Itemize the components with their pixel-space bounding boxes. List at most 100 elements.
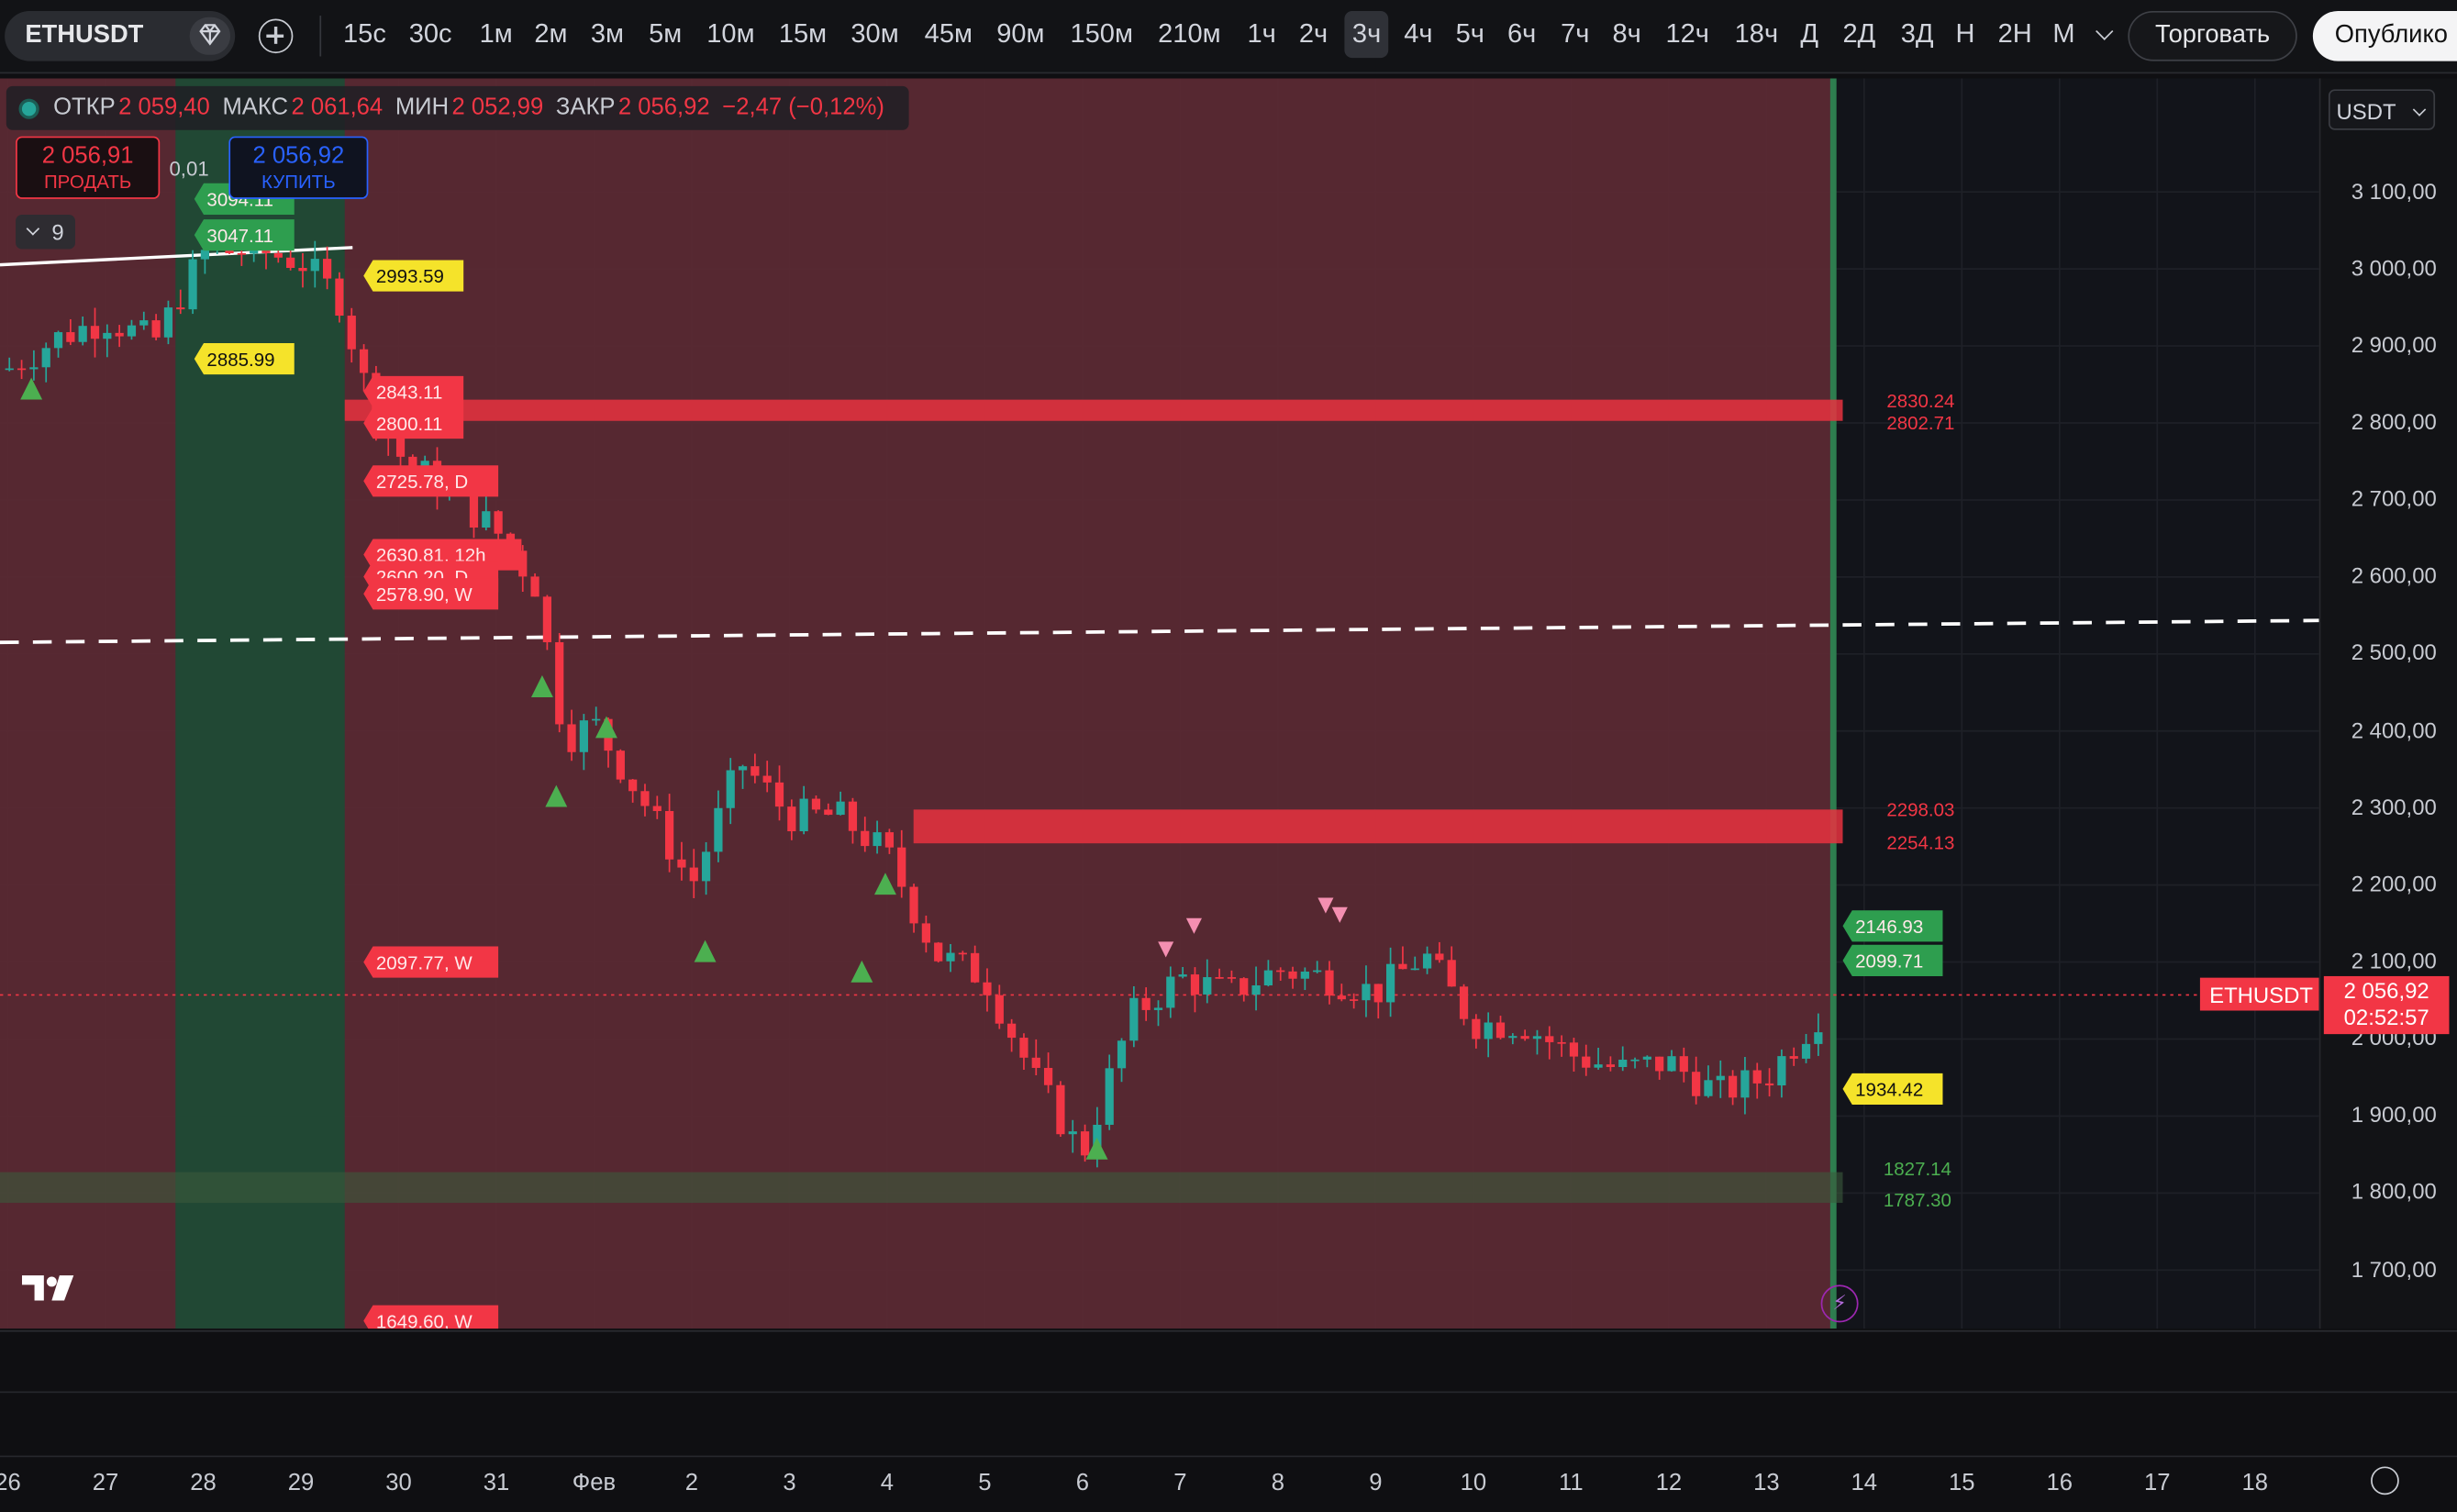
candle-body <box>1240 978 1249 995</box>
sell-signal-icon <box>1158 941 1174 958</box>
candle-body <box>163 307 173 338</box>
price-tag: 2993.59 <box>363 260 464 292</box>
sell-button[interactable]: 2 056,91 ПРОДАТЬ <box>16 136 161 199</box>
candle-body <box>1117 1040 1127 1069</box>
candle-body <box>273 252 283 258</box>
interval-3[interactable]: 2м <box>534 18 568 49</box>
currency-label: USDT <box>2336 98 2396 124</box>
high-label: МАКС <box>222 94 289 121</box>
candle-body <box>738 766 748 771</box>
interval-15[interactable]: 3ч <box>1344 10 1389 59</box>
time-tick: 26 <box>0 1469 21 1496</box>
zone-label: 2830.24 <box>1886 391 1954 412</box>
candle-body <box>408 456 417 466</box>
candle-body <box>811 798 821 810</box>
candle-body <box>665 810 674 860</box>
interval-27[interactable]: 2Н <box>1997 18 2032 49</box>
price-tag-bg <box>1842 944 1943 976</box>
candle-body <box>395 437 406 457</box>
time-tick: 14 <box>1851 1469 1878 1496</box>
price-tick: 1 800,00 <box>2351 1178 2437 1205</box>
countdown-timer: 02:52:57 <box>2343 1004 2429 1030</box>
chevron-down-icon <box>26 222 40 236</box>
candle-body <box>1362 984 1371 1001</box>
publish-button[interactable]: Опублико <box>2312 10 2457 61</box>
price-tick: 2 600,00 <box>2351 562 2437 588</box>
chevron-down-icon <box>2412 103 2427 117</box>
interval-19[interactable]: 7ч <box>1561 18 1590 49</box>
candle-body <box>762 775 772 783</box>
candle-body <box>1630 1059 1640 1062</box>
candle-body <box>934 942 943 962</box>
currency-select[interactable]: USDT <box>2328 89 2436 130</box>
buy-signal-icon <box>850 960 873 983</box>
time-tick: 9 <box>1369 1469 1383 1496</box>
alert-bolt-icon[interactable]: ⚡ <box>1820 1284 1859 1323</box>
interval-26[interactable]: Н <box>1955 18 1975 49</box>
interval-13[interactable]: 1ч <box>1247 18 1276 49</box>
settings-gear-icon[interactable] <box>2371 1466 2399 1495</box>
candle-body <box>1263 970 1273 986</box>
interval-24[interactable]: 2Д <box>1842 18 1876 49</box>
candle-body <box>689 867 698 882</box>
time-tick: 2 <box>684 1469 699 1496</box>
trade-button[interactable]: Торговать <box>2128 10 2297 61</box>
interval-17[interactable]: 5ч <box>1455 18 1484 49</box>
price-tag-label: 1649.60, W <box>376 1311 472 1329</box>
interval-0[interactable]: 15с <box>343 18 386 49</box>
interval-18[interactable]: 6ч <box>1507 18 1537 49</box>
candle-body <box>188 259 197 310</box>
interval-14[interactable]: 2ч <box>1298 18 1329 49</box>
candle-body <box>1704 1080 1713 1096</box>
symbol-price-tag: ETHUSDT <box>2209 984 2313 1008</box>
price-tag: 2843.11 <box>363 375 464 408</box>
interval-4[interactable]: 3м <box>590 18 625 49</box>
chevron-down-icon[interactable] <box>2096 22 2114 40</box>
interval-23[interactable]: Д <box>1800 18 1819 49</box>
interval-11[interactable]: 150м <box>1070 18 1133 49</box>
candle-body <box>66 332 75 342</box>
price-tick: 3 100,00 <box>2351 177 2437 204</box>
candle-body <box>701 851 711 882</box>
tradingview-logo[interactable] <box>21 1273 82 1313</box>
chart-pane[interactable]: 3094.11 3047.11 2993.59 2885.99 2843.11 2800.… <box>0 78 2319 1329</box>
interval-25[interactable]: 3Д <box>1900 18 1934 49</box>
interval-10[interactable]: 90м <box>996 18 1045 49</box>
interval-16[interactable]: 4ч <box>1404 18 1433 49</box>
interval-7[interactable]: 15м <box>778 18 828 49</box>
buy-button[interactable]: 2 056,92 КУПИТЬ <box>228 136 369 199</box>
price-axis[interactable]: USDT 3 100,00 3 000,00 2 900,00 2 800,00 2 7… <box>2318 78 2457 1329</box>
price-tag-label: 3047.11 <box>206 226 273 247</box>
price-chart[interactable]: 3094.113047.112993.592885.992843.112800.… <box>0 78 2319 1329</box>
candle-body <box>1056 1084 1065 1135</box>
candle-body <box>1569 1042 1579 1057</box>
candle-body <box>1618 1060 1628 1068</box>
price-tag-bg <box>363 375 464 408</box>
time-tick: 27 <box>92 1469 119 1496</box>
interval-1[interactable]: 30с <box>408 18 452 49</box>
interval-2[interactable]: 1м <box>479 18 513 49</box>
price-tag: 1649.60, W <box>363 1305 499 1329</box>
interval-9[interactable]: 45м <box>924 18 973 49</box>
candle-body <box>1508 1036 1518 1039</box>
candle-body <box>1752 1070 1762 1084</box>
candle-body <box>1153 1007 1163 1010</box>
interval-6[interactable]: 10м <box>706 18 755 49</box>
interval-12[interactable]: 210м <box>1158 18 1221 49</box>
symbol-search[interactable]: ETHUSDT <box>5 10 236 61</box>
divider <box>319 16 322 57</box>
interval-21[interactable]: 12ч <box>1665 18 1709 49</box>
time-axis[interactable]: 26 27 28 29 30 31 Фев 2 3 4 5 6 7 8 9 10 11 12 13 14 15 16 17 1… <box>0 1455 2457 1512</box>
last-price-badge: 2 056,92 02:52:57 <box>2323 975 2450 1035</box>
indicator-pane[interactable] <box>0 1329 2457 1458</box>
diamond-icon[interactable] <box>189 17 231 55</box>
interval-22[interactable]: 18ч <box>1734 18 1779 49</box>
price-tag-bg <box>1842 1073 1943 1105</box>
add-symbol-icon[interactable] <box>258 18 294 54</box>
interval-20[interactable]: 8ч <box>1612 18 1641 49</box>
candle-body <box>323 259 332 279</box>
interval-8[interactable]: 30м <box>850 18 899 49</box>
interval-5[interactable]: 5м <box>649 18 683 49</box>
indicators-toggle[interactable]: 9 <box>16 214 75 250</box>
interval-28[interactable]: М <box>2052 18 2075 49</box>
